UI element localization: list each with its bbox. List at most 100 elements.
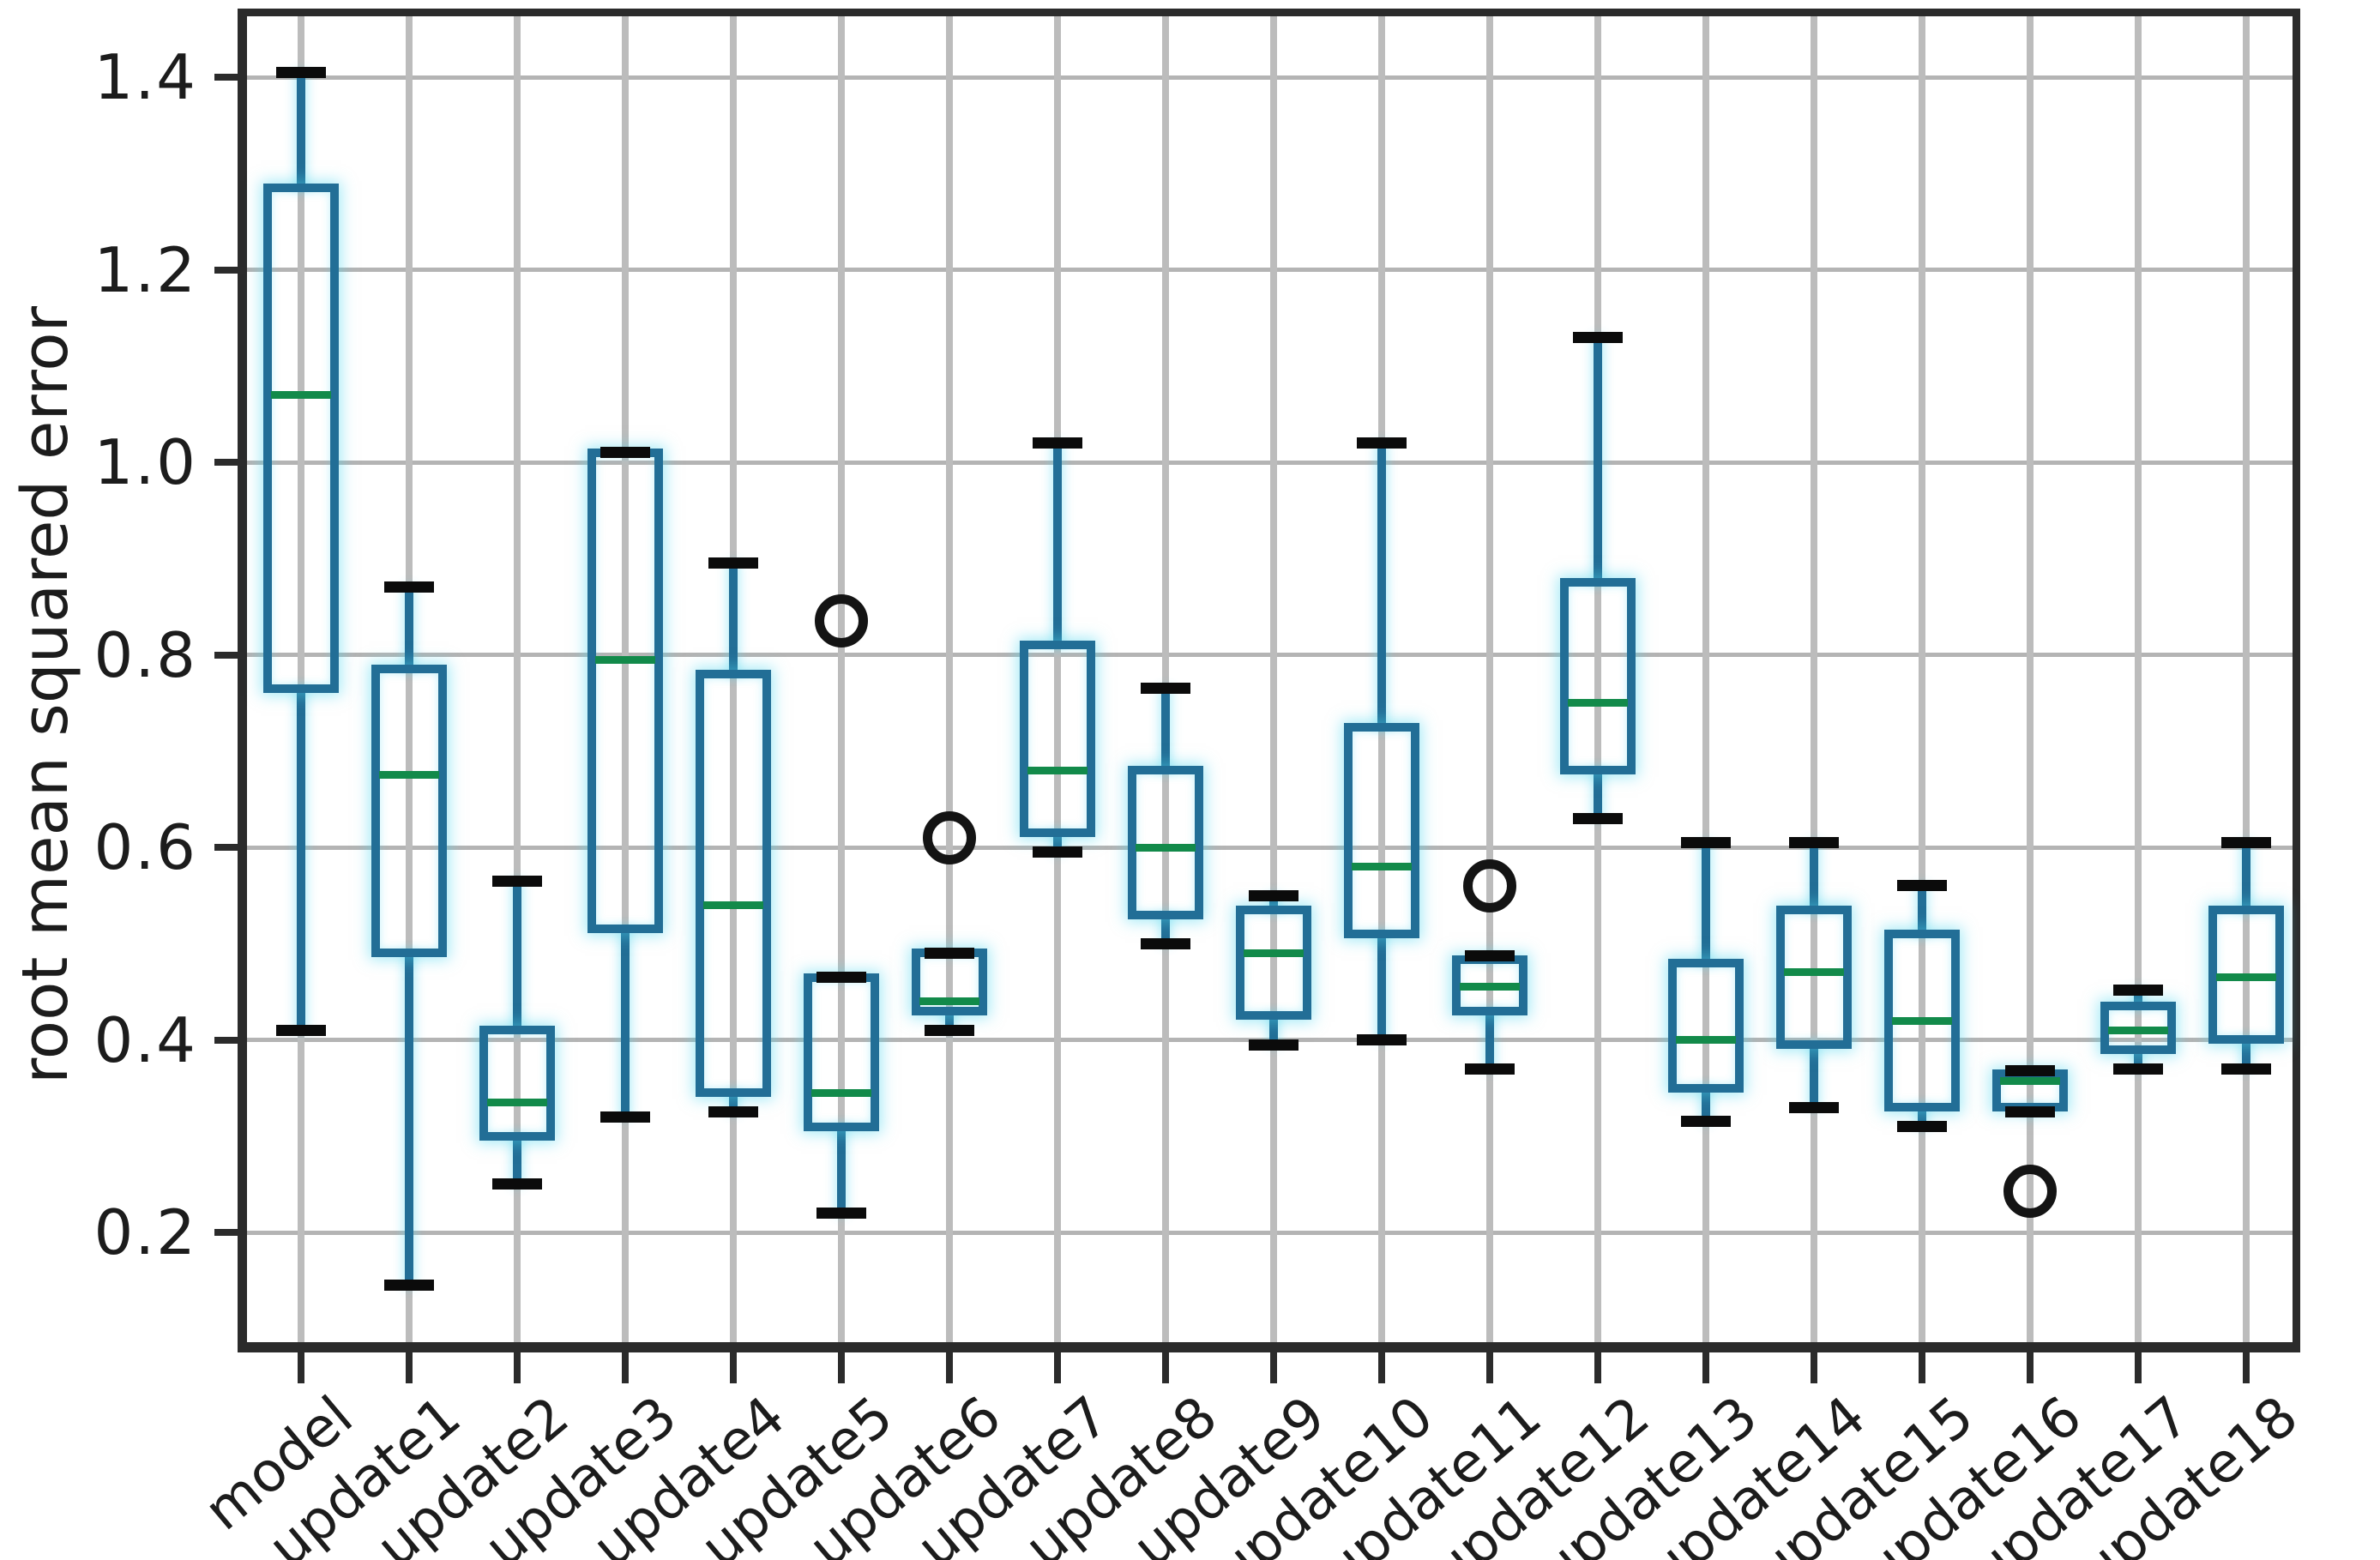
- upper-cap-update17: [2113, 984, 2163, 996]
- outlier-update11-0: [1463, 858, 1516, 913]
- lower-cap-update17: [2113, 1063, 2163, 1075]
- v-gridline-update16: [2027, 16, 2034, 1342]
- lower-cap-update2: [492, 1178, 542, 1190]
- y-tick-label-0.4: 0.4: [93, 1003, 197, 1076]
- y-tick-0.4: [214, 1036, 247, 1044]
- lower-whisker-update1: [405, 953, 413, 1286]
- iqr-box-update2: [479, 1026, 555, 1141]
- v-gridline-update15: [1919, 16, 1925, 1342]
- x-tick-update13: [1702, 1352, 1709, 1383]
- lower-cap-update16: [2005, 1106, 2055, 1118]
- lower-whisker-update10: [1377, 934, 1386, 1040]
- median-update16: [2000, 1077, 2060, 1086]
- median-update5: [811, 1088, 871, 1097]
- v-gridline-update4: [730, 16, 737, 1342]
- upper-whisker-update4: [729, 563, 738, 674]
- lower-cap-update6: [925, 1024, 974, 1036]
- y-tick-label-0.8: 0.8: [93, 618, 197, 691]
- y-tick-label-0.2: 0.2: [93, 1196, 197, 1268]
- x-tick-update3: [622, 1352, 629, 1383]
- lower-cap-update10: [1357, 1034, 1407, 1045]
- upper-cap-update13: [1681, 836, 1731, 848]
- iqr-box-update6: [912, 949, 987, 1015]
- lower-cap-update5: [816, 1208, 866, 1220]
- v-gridline-update11: [1486, 16, 1493, 1342]
- median-update17: [2108, 1026, 2168, 1034]
- y-tick-label-1.2: 1.2: [93, 233, 197, 306]
- median-update13: [1676, 1036, 1736, 1044]
- upper-whisker-update18: [2242, 842, 2250, 910]
- upper-whisker-update15: [1918, 885, 1926, 935]
- iqr-box-update17: [2100, 1002, 2176, 1054]
- median-update7: [1027, 766, 1088, 774]
- lower-cap-update15: [1897, 1121, 1947, 1133]
- upper-whisker-update7: [1053, 443, 1062, 646]
- upper-whisker-update8: [1161, 688, 1170, 771]
- x-tick-update18: [2243, 1352, 2250, 1383]
- median-update3: [595, 655, 655, 664]
- x-tick-update4: [730, 1352, 737, 1383]
- lower-whisker-update18: [2242, 1039, 2250, 1069]
- iqr-box-update8: [1128, 766, 1203, 919]
- upper-cap-update18: [2221, 836, 2271, 848]
- median-update14: [1784, 968, 1844, 977]
- iqr-box-model: [263, 184, 339, 693]
- lower-cap-update18: [2221, 1063, 2271, 1075]
- upper-whisker-update13: [1702, 842, 1710, 963]
- lower-whisker-update9: [1269, 1015, 1278, 1045]
- upper-cap-update1: [384, 581, 434, 593]
- x-tick-update5: [838, 1352, 845, 1383]
- plot-frame: [238, 9, 2300, 1352]
- lower-cap-update3: [600, 1111, 650, 1123]
- x-tick-update14: [1811, 1352, 1817, 1383]
- iqr-box-update7: [1020, 641, 1095, 838]
- v-gridline-update18: [2243, 16, 2250, 1342]
- lower-whisker-model: [297, 688, 305, 1031]
- x-tick-update6: [946, 1352, 953, 1383]
- y-tick-0.2: [214, 1229, 247, 1236]
- x-tick-update1: [406, 1352, 413, 1383]
- upper-whisker-update2: [513, 881, 521, 1031]
- iqr-box-update9: [1236, 905, 1311, 1021]
- lower-whisker-update11: [1485, 1010, 1494, 1069]
- median-update18: [2216, 973, 2276, 982]
- x-tick-update15: [1919, 1352, 1925, 1383]
- lower-cap-update1: [384, 1280, 434, 1292]
- lower-cap-model: [276, 1024, 326, 1036]
- upper-whisker-update10: [1377, 443, 1386, 727]
- iqr-box-update12: [1560, 578, 1636, 775]
- upper-whisker-update12: [1594, 337, 1602, 583]
- x-tick-update12: [1594, 1352, 1601, 1383]
- lower-cap-update14: [1789, 1101, 1839, 1113]
- v-gridline-model: [298, 16, 304, 1342]
- x-tick-update8: [1162, 1352, 1169, 1383]
- upper-cap-update3: [600, 447, 650, 459]
- lower-whisker-update15: [1918, 1107, 1926, 1127]
- v-gridline-update17: [2135, 16, 2142, 1342]
- upper-whisker-model: [297, 72, 305, 189]
- lower-whisker-update14: [1810, 1045, 1818, 1108]
- median-update15: [1892, 1016, 1952, 1025]
- v-gridline-update6: [946, 16, 953, 1342]
- v-gridline-update8: [1162, 16, 1169, 1342]
- median-update8: [1136, 843, 1196, 852]
- x-tick-update7: [1054, 1352, 1061, 1383]
- median-update1: [379, 771, 439, 780]
- iqr-box-update3: [587, 448, 663, 934]
- upper-cap-update6: [925, 947, 974, 959]
- iqr-box-update18: [2208, 905, 2284, 1045]
- upper-cap-update4: [708, 557, 758, 569]
- lower-whisker-update13: [1702, 1087, 1710, 1122]
- lower-cap-update11: [1465, 1063, 1515, 1075]
- y-tick-label-0.6: 0.6: [93, 811, 197, 883]
- v-gridline-update12: [1594, 16, 1601, 1342]
- median-update6: [919, 997, 979, 1006]
- y-tick-1.4: [214, 74, 247, 81]
- v-gridline-update5: [838, 16, 845, 1342]
- lower-whisker-update2: [513, 1135, 521, 1184]
- x-tick-update16: [2027, 1352, 2034, 1383]
- upper-cap-update8: [1141, 683, 1190, 695]
- x-tick-update10: [1378, 1352, 1385, 1383]
- lower-cap-update7: [1033, 846, 1082, 858]
- upper-whisker-update17: [2134, 990, 2142, 1007]
